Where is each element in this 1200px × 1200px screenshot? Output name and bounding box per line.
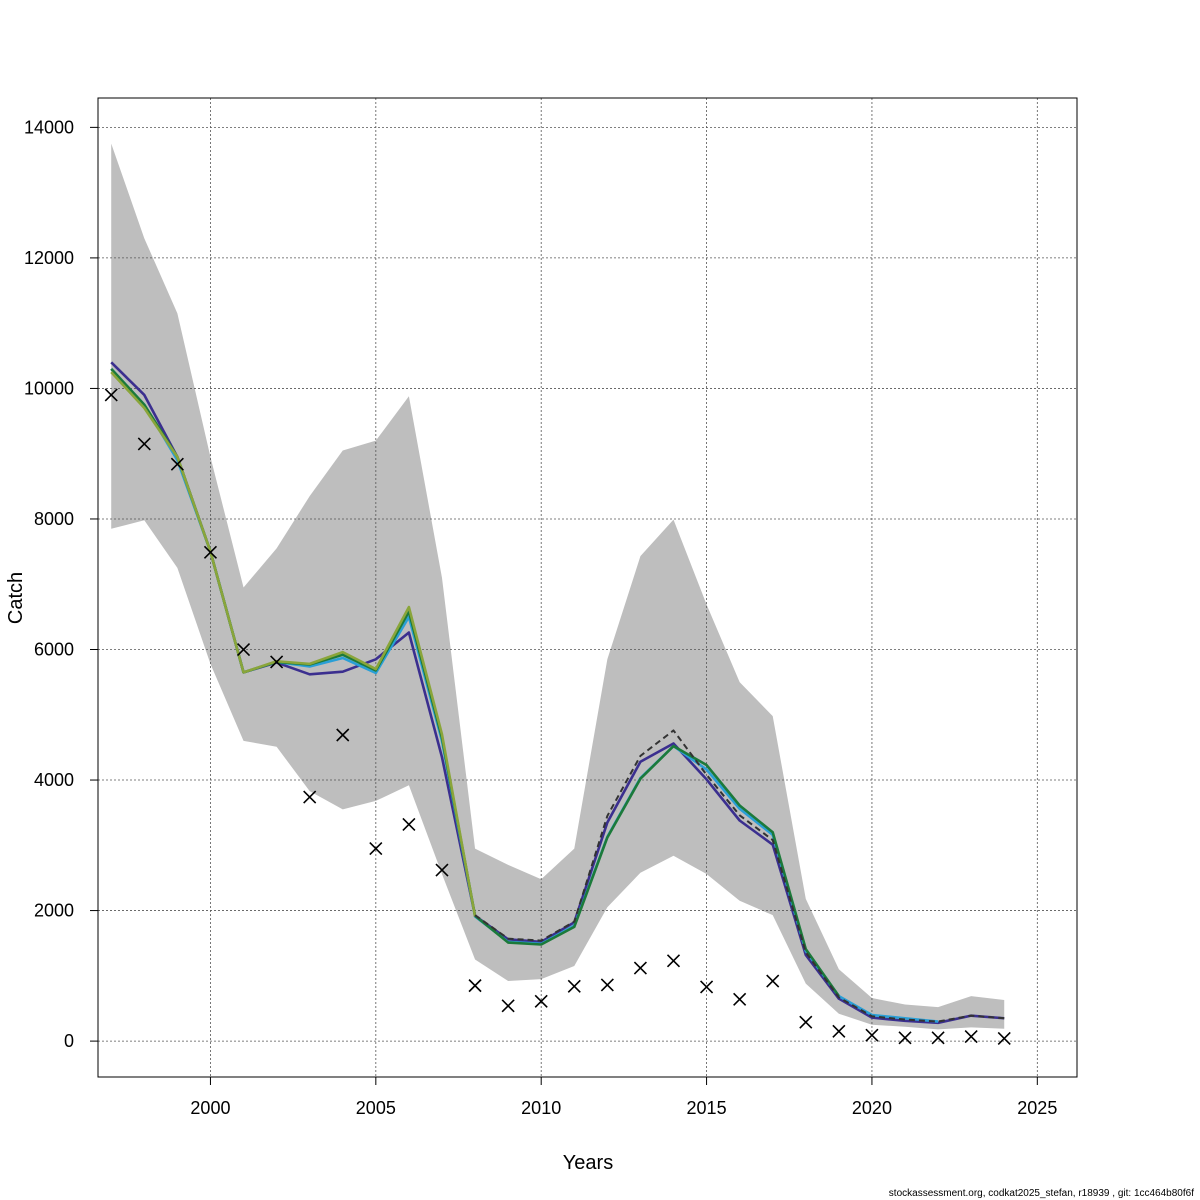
observed-point xyxy=(236,642,251,657)
observed-catch-layer xyxy=(104,388,1011,1046)
observed-point xyxy=(733,992,747,1006)
observed-point xyxy=(700,980,714,994)
observed-point xyxy=(799,1015,813,1029)
observed-point xyxy=(898,1031,912,1045)
observed-point xyxy=(600,978,614,992)
y-axis-label: Catch xyxy=(5,572,27,624)
x-axis-label: Years xyxy=(563,1152,613,1174)
observed-point xyxy=(865,1028,879,1042)
y-tick-label: 6000 xyxy=(34,640,74,660)
observed-point xyxy=(666,954,681,968)
observed-point xyxy=(203,545,218,559)
observed-point xyxy=(501,999,515,1013)
observed-point xyxy=(633,961,647,975)
y-tick-label: 10000 xyxy=(24,378,74,398)
footer-credit: stockassessment.org, codkat2025_stefan, … xyxy=(889,1188,1194,1199)
x-tick-label: 2020 xyxy=(852,1098,892,1118)
x-axis: 2000 2005 2010 2015 2020 2025 xyxy=(190,1077,1057,1118)
y-tick-label: 8000 xyxy=(34,509,74,529)
observed-point xyxy=(170,457,184,471)
observed-point xyxy=(997,1031,1011,1046)
y-axis: 0 2000 4000 6000 8000 10000 12000 14000 xyxy=(24,117,98,1051)
y-tick-label: 4000 xyxy=(34,770,74,790)
observed-point xyxy=(468,979,482,993)
observed-point xyxy=(137,437,151,451)
y-tick-label: 12000 xyxy=(24,248,74,268)
observed-point xyxy=(766,974,780,988)
observed-point xyxy=(832,1024,846,1038)
x-tick-label: 2015 xyxy=(687,1098,727,1118)
observed-point xyxy=(402,817,416,831)
observed-point xyxy=(270,655,284,669)
x-tick-label: 2000 xyxy=(190,1098,230,1118)
series-line-4 xyxy=(110,371,477,917)
observed-point xyxy=(964,1029,978,1044)
y-tick-label: 0 xyxy=(64,1031,74,1051)
observed-point xyxy=(104,388,118,402)
x-tick-label: 2005 xyxy=(356,1098,396,1118)
series-line-5 xyxy=(474,729,1005,1023)
confidence-band-layer xyxy=(111,143,1005,1030)
x-tick-label: 2010 xyxy=(521,1098,561,1118)
observed-point xyxy=(303,790,317,804)
series-layer xyxy=(110,361,1005,1025)
plot-frame xyxy=(97,97,1078,1078)
grid-layer xyxy=(98,98,1077,1077)
observed-point xyxy=(435,863,449,877)
observed-point xyxy=(931,1031,945,1045)
observed-point xyxy=(369,842,383,856)
observed-point xyxy=(534,994,548,1008)
observed-point xyxy=(336,728,350,742)
observed-point xyxy=(567,979,581,993)
x-tick-label: 2025 xyxy=(1017,1098,1057,1118)
confidence-band xyxy=(111,143,1005,1030)
y-tick-label: 2000 xyxy=(34,901,74,921)
y-tick-label: 14000 xyxy=(24,117,74,137)
